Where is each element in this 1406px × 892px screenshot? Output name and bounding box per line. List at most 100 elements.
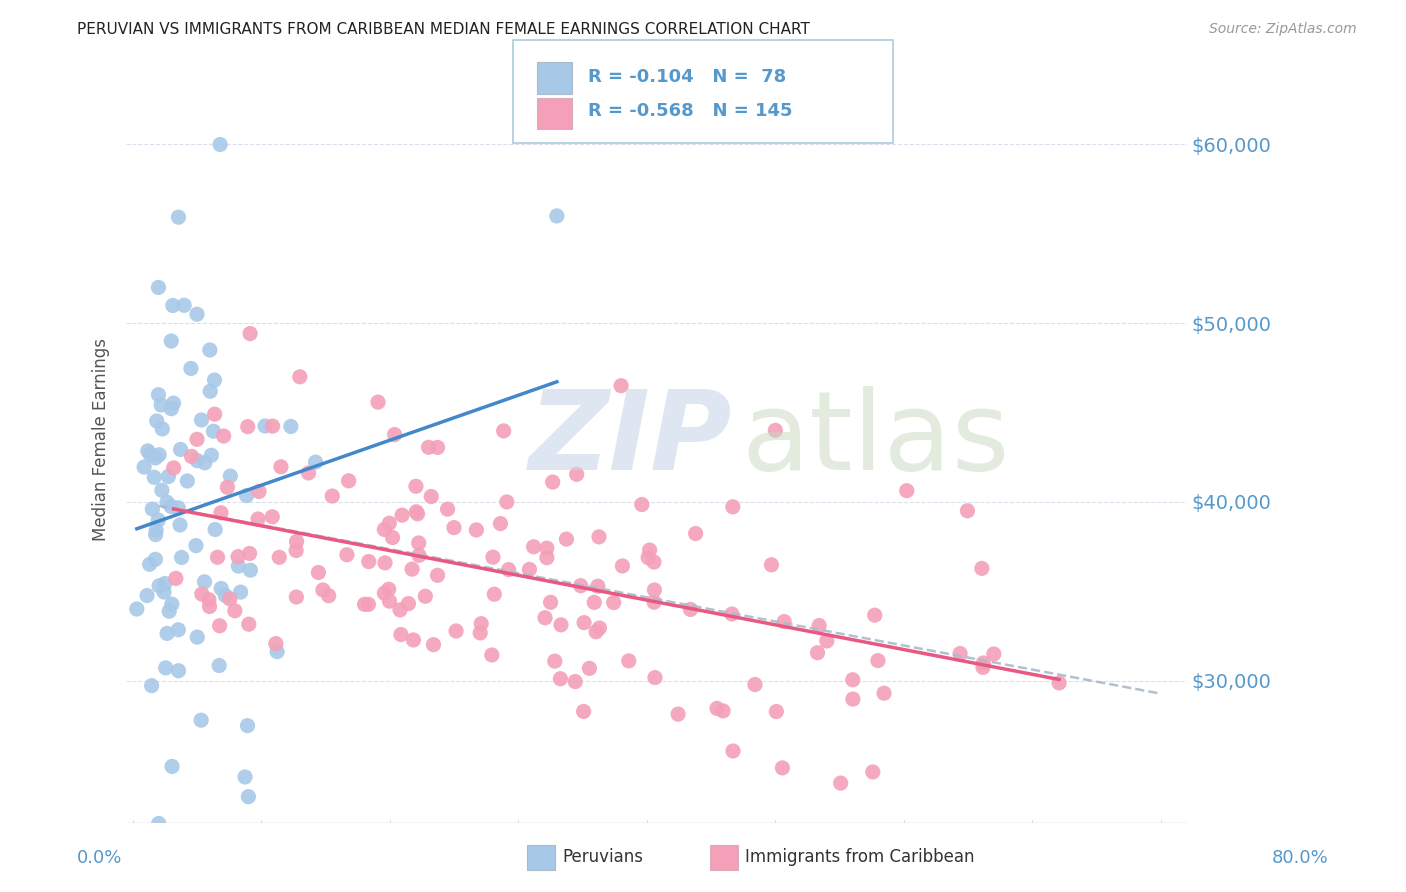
Point xyxy=(721,500,744,514)
Text: atlas: atlas xyxy=(741,386,1010,492)
Point xyxy=(381,531,404,545)
Point xyxy=(972,656,994,670)
Text: R = -0.568   N = 145: R = -0.568 N = 145 xyxy=(588,103,792,120)
Point xyxy=(983,647,1005,661)
Point xyxy=(540,595,562,609)
Text: Peruvians: Peruvians xyxy=(562,848,644,866)
Point xyxy=(482,550,505,565)
Point xyxy=(666,707,689,722)
Point xyxy=(555,532,578,546)
Point xyxy=(150,398,173,412)
Point xyxy=(617,654,640,668)
Point xyxy=(138,558,160,572)
Point xyxy=(285,534,308,549)
Point xyxy=(426,441,449,455)
Point xyxy=(145,552,167,566)
Point xyxy=(489,516,512,531)
Point xyxy=(208,658,231,673)
Point xyxy=(550,618,572,632)
Point xyxy=(145,523,167,537)
Text: ZIP: ZIP xyxy=(529,386,733,492)
Point xyxy=(186,453,208,467)
Point xyxy=(160,401,183,416)
Point xyxy=(378,516,401,531)
Point xyxy=(377,582,399,597)
Point xyxy=(373,523,395,537)
Point xyxy=(139,448,162,462)
Point xyxy=(304,455,326,469)
Point xyxy=(285,543,308,558)
Point xyxy=(280,419,302,434)
Point xyxy=(228,559,250,574)
Point xyxy=(519,562,541,576)
Point xyxy=(212,429,235,443)
Point xyxy=(254,419,277,434)
Point xyxy=(198,343,221,357)
Point xyxy=(162,298,184,312)
Point xyxy=(219,469,242,483)
Point xyxy=(269,550,291,565)
Point xyxy=(143,470,166,484)
Point xyxy=(190,413,212,427)
Point xyxy=(637,550,659,565)
Point xyxy=(247,484,270,499)
Point xyxy=(536,541,558,556)
Point xyxy=(498,563,520,577)
Point xyxy=(863,608,886,623)
Point xyxy=(770,761,793,775)
Point xyxy=(465,523,488,537)
Point xyxy=(357,555,380,569)
Point xyxy=(170,550,193,565)
Point xyxy=(219,591,242,606)
Point xyxy=(721,607,744,621)
Point xyxy=(353,598,375,612)
Point xyxy=(160,500,183,514)
Point xyxy=(744,677,766,691)
Point xyxy=(148,513,170,527)
Point xyxy=(145,414,167,428)
Text: 0.0%: 0.0% xyxy=(77,849,122,867)
Point xyxy=(602,596,624,610)
Point xyxy=(643,595,665,609)
Point xyxy=(176,474,198,488)
Point xyxy=(194,456,217,470)
Point xyxy=(862,764,884,779)
Point xyxy=(711,704,734,718)
Point xyxy=(270,459,292,474)
Point xyxy=(588,530,610,544)
Point xyxy=(150,422,173,436)
Point xyxy=(209,137,232,152)
Point xyxy=(125,602,148,616)
Point xyxy=(470,616,492,631)
Point xyxy=(148,448,170,462)
Point xyxy=(956,504,979,518)
Point xyxy=(198,592,221,607)
Point xyxy=(160,759,183,773)
Point xyxy=(426,568,449,582)
Point xyxy=(484,587,506,601)
Point xyxy=(167,500,190,515)
Point xyxy=(190,713,212,727)
Point xyxy=(157,604,180,618)
Point xyxy=(679,602,702,616)
Text: Immigrants from Caribbean: Immigrants from Caribbean xyxy=(745,848,974,866)
Point xyxy=(481,648,503,662)
Point xyxy=(236,719,259,733)
Point xyxy=(235,489,257,503)
Point xyxy=(405,479,427,493)
Point xyxy=(238,617,260,632)
Point xyxy=(312,582,335,597)
Point xyxy=(184,539,207,553)
Point xyxy=(536,550,558,565)
Point xyxy=(204,373,226,387)
Point xyxy=(401,562,423,576)
Point xyxy=(612,558,634,573)
Point xyxy=(202,424,225,438)
Point xyxy=(1047,676,1070,690)
Point xyxy=(578,661,600,675)
Point xyxy=(156,626,179,640)
Point xyxy=(643,582,665,597)
Point xyxy=(873,686,896,700)
Point xyxy=(134,460,156,475)
Point xyxy=(180,450,202,464)
